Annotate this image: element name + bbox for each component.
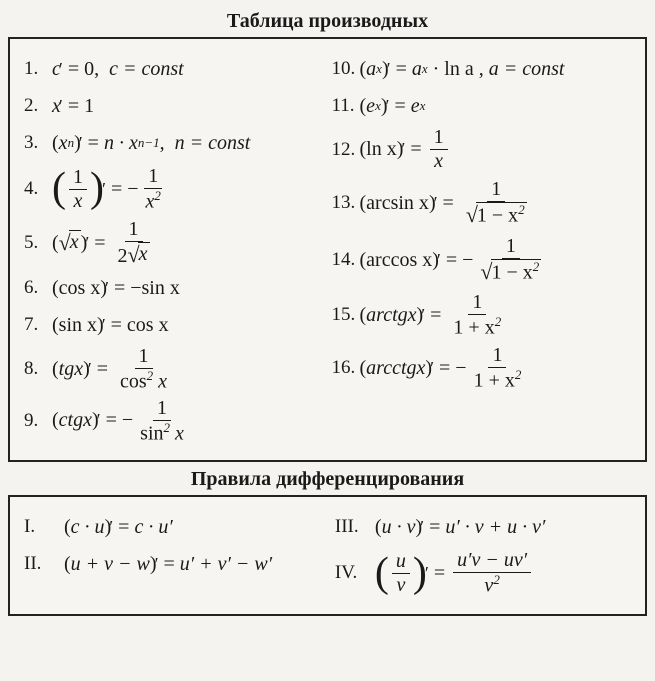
num-11: 11. [332, 95, 360, 117]
rule-2: II. (u + v − w)′ = u′ + v′ − w′ [24, 547, 335, 581]
num-9: 9. [24, 410, 52, 432]
formula-5: 5. (√x)′ = 12√x [24, 218, 324, 268]
num-7: 7. [24, 314, 52, 336]
formula-3: 3. (xn)′ = n · xn−1, n = const [24, 126, 324, 160]
formula-16: 16. (arcctgx)′ = −11 + x2 [332, 343, 632, 393]
num-5: 5. [24, 232, 52, 254]
rules-title: Правила дифференцирования [8, 468, 647, 491]
roman-3: III. [335, 516, 375, 538]
formula-1: 1. c′ = 0, c = const [24, 52, 324, 86]
num-14: 14. [332, 249, 360, 271]
num-1: 1. [24, 58, 52, 80]
num-16: 16. [332, 357, 360, 379]
formula-2: 2. x′ = 1 [24, 89, 324, 123]
formula-7: 7. (sin x)′ = cos x [24, 308, 324, 342]
formula-10: 10. (ax)′ = ax · ln a , a = const [332, 52, 632, 86]
num-12: 12. [332, 139, 360, 161]
derivatives-table: 1. c′ = 0, c = const 2. x′ = 1 3. (xn)′ … [8, 37, 647, 462]
formula-13: 13. (arcsin x)′ = 1√1 − x2 [332, 176, 632, 230]
formula-11: 11. (ex)′ = ex [332, 89, 632, 123]
rule-1: I. (c · u)′ = c · u′ [24, 510, 335, 544]
right-column: 10. (ax)′ = ax · ln a , a = const 11. (e… [332, 49, 632, 448]
num-10: 10. [332, 58, 360, 80]
num-13: 13. [332, 192, 360, 214]
num-4: 4. [24, 178, 52, 200]
num-3: 3. [24, 132, 52, 154]
rules-table: I. (c · u)′ = c · u′ II. (u + v − w)′ = … [8, 495, 647, 616]
formula-6: 6. (cos x)′ = −sin x [24, 271, 324, 305]
formula-9: 9. (ctgx)′ = −1sin2 x [24, 397, 324, 446]
num-2: 2. [24, 95, 52, 117]
num-15: 15. [332, 304, 360, 326]
table-title: Таблица производных [8, 10, 647, 33]
rule-3: III. (u · v)′ = u′ · v + u · v′ [335, 510, 631, 544]
roman-4: IV. [335, 562, 375, 584]
formula-4: 4. (1x)′ = −1x2 [24, 163, 324, 215]
formula-15: 15. (arctgx)′ = 11 + x2 [332, 290, 632, 340]
roman-2: II. [24, 553, 64, 575]
num-6: 6. [24, 277, 52, 299]
formula-14: 14. (arccos x)′ = −1√1 − x2 [332, 233, 632, 287]
rule-4: IV. (uv)′ = u′v − uv′v2 [335, 547, 631, 599]
roman-1: I. [24, 516, 64, 538]
formula-12: 12. (ln x)′ = 1x [332, 126, 632, 173]
num-8: 8. [24, 358, 52, 380]
left-column: 1. c′ = 0, c = const 2. x′ = 1 3. (xn)′ … [24, 49, 324, 448]
formula-8: 8. (tgx)′ = 1cos2 x [24, 345, 324, 394]
